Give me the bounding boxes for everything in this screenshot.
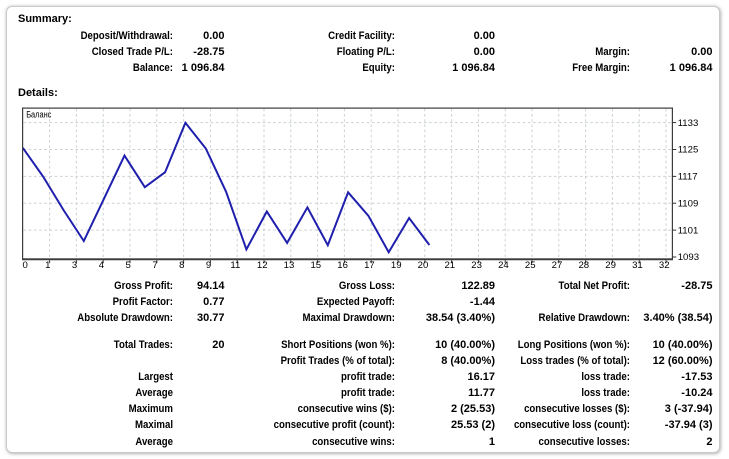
svg-text:23: 23 [471,260,482,271]
svg-text:1109: 1109 [678,198,699,209]
svg-text:8: 8 [179,260,184,271]
svg-text:3: 3 [72,260,77,271]
svg-text:1101: 1101 [678,225,699,236]
svg-text:32: 32 [659,260,670,271]
svg-text:1125: 1125 [678,145,699,156]
svg-text:Баланс: Баланс [26,110,52,120]
svg-text:19: 19 [391,260,402,271]
svg-text:1: 1 [45,260,50,271]
svg-text:7: 7 [152,260,157,271]
svg-text:1093: 1093 [678,252,699,263]
svg-text:20: 20 [418,260,429,271]
svg-text:15: 15 [310,260,321,271]
svg-text:11: 11 [230,260,240,271]
svg-text:24: 24 [498,260,509,271]
svg-text:9: 9 [206,260,211,271]
svg-text:27: 27 [552,260,563,271]
svg-text:5: 5 [126,260,131,271]
svg-text:12: 12 [257,260,268,271]
svg-text:17: 17 [364,260,375,271]
svg-text:29: 29 [605,260,616,271]
svg-text:28: 28 [578,260,589,271]
svg-text:31: 31 [632,260,643,271]
svg-text:1117: 1117 [678,172,698,183]
svg-text:25: 25 [525,260,536,271]
svg-text:0: 0 [23,260,28,271]
svg-text:1133: 1133 [678,118,699,129]
svg-text:4: 4 [99,260,105,271]
svg-text:21: 21 [444,260,455,271]
svg-text:16: 16 [337,260,348,271]
svg-text:13: 13 [284,260,295,271]
